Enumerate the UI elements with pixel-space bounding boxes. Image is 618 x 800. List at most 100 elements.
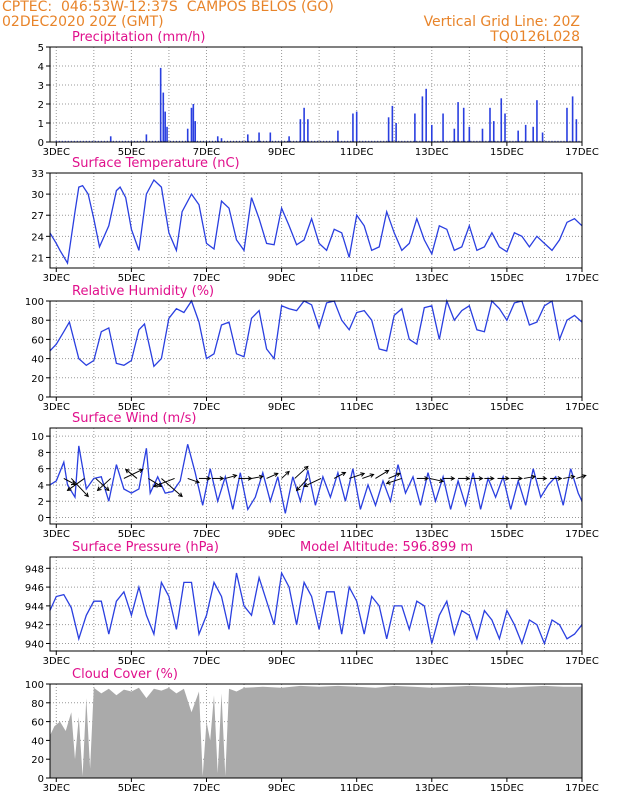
x-tick-label: 3DEC (43, 529, 70, 540)
wind-arrow (70, 478, 89, 497)
precip-bar (299, 119, 302, 142)
y-tick-label: 0 (38, 513, 44, 524)
x-tick-label: 5DEC (118, 656, 145, 667)
precip-bar (311, 140, 313, 142)
y-tick-label: 940 (25, 639, 44, 650)
header: CPTEC: 046:53W-12:37S CAMPOS BELOS (GO) … (0, 0, 618, 46)
x-tick-label: 17DEC (565, 402, 599, 413)
precip-bar (407, 140, 409, 142)
precip-bar (73, 140, 75, 142)
precip-bar (133, 140, 135, 142)
x-tick-label: 5DEC (118, 783, 145, 794)
precip-bar (91, 140, 93, 142)
precip-bar (440, 140, 442, 142)
x-tick-label: 13DEC (415, 273, 449, 284)
wind-arrow (63, 477, 76, 485)
x-tick-label: 13DEC (415, 529, 449, 540)
precip-bar (575, 140, 577, 142)
x-tick-label: 15DEC (490, 147, 524, 158)
wind-arrow-head (285, 470, 290, 476)
wind-arrow-head (178, 492, 183, 498)
precip-bar (130, 140, 132, 142)
x-tick-label: 11DEC (340, 147, 374, 158)
precip-bar (392, 140, 394, 142)
wind-arrow-head (194, 479, 200, 484)
precip-bar (258, 132, 260, 142)
y-tick-label: 4 (38, 62, 44, 73)
precip-bar (329, 140, 331, 142)
precip-bar (109, 136, 112, 142)
y-tick-label: 3 (38, 81, 44, 92)
precip-bar (332, 140, 334, 142)
precip-bar (248, 140, 250, 142)
x-tick-label: 13DEC (415, 656, 449, 667)
wind-arrow (95, 478, 110, 491)
x-tick-label: 5DEC (118, 147, 145, 158)
precip-bar (242, 140, 244, 142)
precip-bar (196, 140, 198, 142)
wind-arrow (333, 471, 346, 479)
y-tick-label: 80 (31, 316, 44, 327)
precip-bar (533, 140, 535, 142)
panel-pres: Surface Pressure (hPa) Model Altitude: 59… (25, 540, 599, 667)
x-tick-label: 3DEC (43, 656, 70, 667)
run-date: 02DEC2020 20Z (GMT) (2, 14, 164, 30)
precip-bar (492, 121, 495, 142)
precip-bar (326, 140, 328, 142)
precip-bar (515, 140, 517, 142)
precip-bar (157, 140, 159, 142)
precip-bar (542, 140, 544, 142)
x-tick-label: 5DEC (118, 529, 145, 540)
precip-bar (551, 140, 553, 142)
precip-bar (100, 140, 102, 142)
precip-bar (64, 140, 66, 142)
precip-bar (422, 140, 424, 142)
precip-bar (236, 140, 238, 142)
precip-bar (532, 126, 534, 142)
wind-arrow (67, 478, 85, 491)
x-tick-label: 17DEC (565, 529, 599, 540)
wind-arrow-head (303, 465, 309, 471)
y-tick-label: 100 (25, 680, 44, 691)
wind-arrow (123, 468, 143, 479)
panel-frame (49, 556, 583, 652)
precip-bar (260, 140, 262, 142)
wind-arrow-head (360, 472, 366, 477)
x-tick-label: 9DEC (268, 783, 295, 794)
y-tick-label: 0 (38, 393, 44, 404)
precip-bar (97, 140, 99, 142)
precip-bar (500, 98, 503, 142)
y-tick-label: 30 (31, 190, 44, 201)
x-tick-label: 9DEC (268, 656, 295, 667)
precip-bar (192, 104, 195, 142)
wind-arrow (153, 477, 175, 487)
wind-arrow-head (84, 492, 89, 498)
x-tick-label: 3DEC (43, 147, 70, 158)
y-tick-label: 942 (25, 621, 44, 632)
wind-arrow (281, 471, 290, 479)
x-tick-label: 9DEC (268, 402, 295, 413)
precip-bar (190, 107, 193, 142)
precip-bar (453, 128, 456, 142)
wind-arrow-head (219, 476, 225, 481)
y-tick-label: 6 (38, 465, 44, 476)
x-tick-label: 11DEC (340, 783, 374, 794)
precip-bar (404, 140, 406, 142)
precip-bar (79, 140, 81, 142)
precip-bar (166, 140, 168, 142)
precip-bar (190, 140, 192, 142)
x-tick-label: 17DEC (565, 656, 599, 667)
x-tick-label: 9DEC (268, 529, 295, 540)
precip-bar (216, 136, 219, 142)
precip-bar (395, 123, 397, 142)
precip-bar (263, 140, 265, 142)
precip-bar (169, 140, 171, 142)
y-tick-label: 20 (31, 374, 44, 385)
precip-bar (211, 140, 213, 142)
precip-bar (560, 140, 562, 142)
y-tick-label: 946 (25, 583, 44, 594)
y-tick-label: 944 (25, 602, 44, 613)
precip-bar (221, 140, 223, 142)
precip-bar (109, 140, 111, 142)
x-tick-label: 15DEC (490, 656, 524, 667)
